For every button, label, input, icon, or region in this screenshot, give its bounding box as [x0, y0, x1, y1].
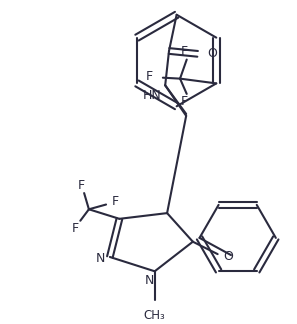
Text: O: O [223, 249, 233, 262]
Text: F: F [181, 95, 188, 108]
Text: F: F [78, 179, 85, 192]
Text: F: F [181, 45, 188, 58]
Text: HN: HN [143, 89, 161, 102]
Text: F: F [72, 222, 79, 235]
Text: CH₃: CH₃ [144, 309, 165, 322]
Text: F: F [112, 195, 119, 208]
Text: O: O [207, 47, 217, 60]
Text: F: F [146, 70, 153, 83]
Text: N: N [145, 274, 155, 287]
Text: N: N [96, 252, 105, 265]
